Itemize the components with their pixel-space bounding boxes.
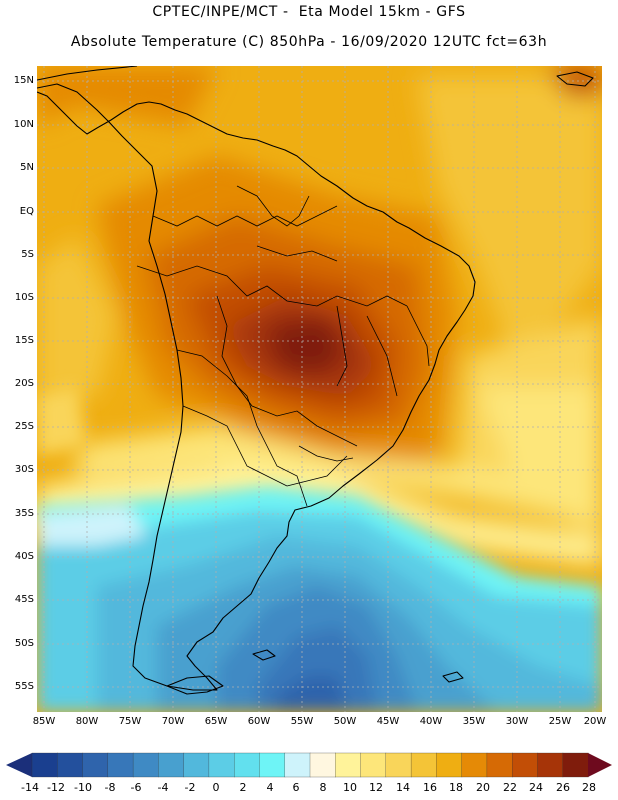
- color-scale-box: [31, 752, 58, 778]
- chart-title-line2: Absolute Temperature (C) 850hPa - 16/09/…: [70, 34, 548, 50]
- lon-label: 20W: [583, 716, 607, 727]
- lat-label: 10N: [13, 119, 34, 130]
- lat-lon-grid: [37, 66, 602, 712]
- lon-label: 50W: [333, 716, 357, 727]
- lon-label: 80W: [75, 716, 99, 727]
- color-scale-label: 26: [556, 781, 570, 794]
- lat-label: 45S: [14, 594, 34, 605]
- color-scale-box: [410, 752, 437, 778]
- lon-label: 60W: [247, 716, 271, 727]
- color-scale-box: [132, 752, 159, 778]
- color-scale-box: [284, 752, 311, 778]
- color-scale-label: 12: [369, 781, 383, 794]
- color-scale-label: 18: [449, 781, 463, 794]
- color-scale-bar: [6, 752, 612, 778]
- color-scale-label: 6: [292, 781, 300, 794]
- lat-label: EQ: [19, 206, 34, 217]
- lon-label: 25W: [548, 716, 572, 727]
- temperature-field: [37, 66, 602, 712]
- lon-label: 65W: [204, 716, 228, 727]
- color-scale-label: 28: [582, 781, 596, 794]
- color-scale-box: [57, 752, 84, 778]
- color-scale-box: [562, 752, 589, 778]
- color-scale-label: 8: [319, 781, 327, 794]
- lat-label: 40S: [14, 551, 34, 562]
- color-scale-box: [82, 752, 109, 778]
- lat-label: 55S: [14, 681, 34, 692]
- color-scale-label: -8: [104, 781, 116, 794]
- color-scale-box: [360, 752, 387, 778]
- lon-label: 35W: [462, 716, 486, 727]
- lon-label: 85W: [32, 716, 56, 727]
- color-scale-box: [537, 752, 564, 778]
- color-scale-label: 22: [503, 781, 517, 794]
- color-scale-box: [385, 752, 412, 778]
- lat-label: 5N: [20, 162, 34, 173]
- color-scale-low-end: [6, 753, 32, 777]
- color-scale-label: -12: [47, 781, 65, 794]
- color-scale-label: 4: [266, 781, 274, 794]
- color-scale-label: -6: [130, 781, 142, 794]
- lon-label: 40W: [419, 716, 443, 727]
- color-scale-label: 2: [239, 781, 247, 794]
- lat-label: 5S: [21, 249, 34, 260]
- lon-label: 70W: [161, 716, 185, 727]
- lat-label: 25S: [14, 421, 34, 432]
- color-scale-box: [183, 752, 210, 778]
- lon-label: 45W: [376, 716, 400, 727]
- color-scale-label: -10: [74, 781, 92, 794]
- country-borders: [136, 185, 430, 507]
- chart-title-line1: CPTEC/INPE/MCT - Eta Model 15km - GFS: [152, 4, 466, 20]
- lon-label: 55W: [290, 716, 314, 727]
- color-scale-label: 24: [529, 781, 543, 794]
- color-scale-box: [486, 752, 513, 778]
- lat-label: 50S: [14, 638, 34, 649]
- lon-label: 75W: [118, 716, 142, 727]
- lat-label: 10S: [14, 292, 34, 303]
- color-scale-box: [208, 752, 235, 778]
- lat-label: 20S: [14, 378, 34, 389]
- color-scale-box: [461, 752, 488, 778]
- color-scale-box: [158, 752, 185, 778]
- color-scale-label: 10: [343, 781, 357, 794]
- color-scale-label: -14: [21, 781, 39, 794]
- color-scale-box: [309, 752, 336, 778]
- color-scale-label: -2: [184, 781, 196, 794]
- color-scale-box: [234, 752, 260, 778]
- color-scale-box: [512, 752, 538, 778]
- color-scale-box: [436, 752, 463, 778]
- temperature-map: [37, 66, 602, 712]
- color-scale-box: [259, 752, 286, 778]
- color-scale-label: 14: [396, 781, 410, 794]
- color-scale-high-end: [588, 753, 612, 777]
- color-scale-label: 0: [212, 781, 220, 794]
- lon-label: 30W: [505, 716, 529, 727]
- color-scale-box: [335, 752, 362, 778]
- color-scale-label: 20: [476, 781, 490, 794]
- lat-label: 30S: [14, 464, 34, 475]
- color-scale-label: 16: [423, 781, 437, 794]
- lat-label: 15S: [14, 335, 34, 346]
- lat-label: 15N: [13, 75, 34, 86]
- color-scale-box: [107, 752, 134, 778]
- lat-label: 35S: [14, 508, 34, 519]
- color-scale-label: -4: [157, 781, 169, 794]
